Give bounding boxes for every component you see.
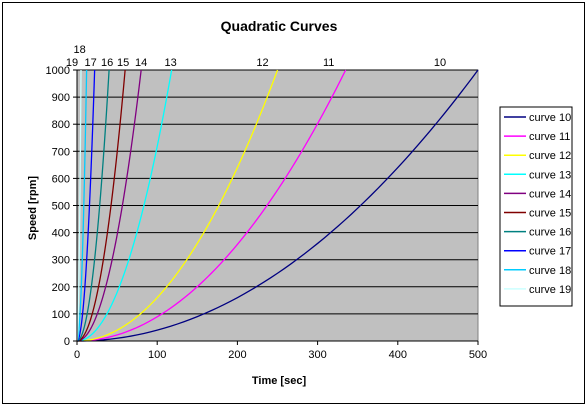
legend-label-13: curve 13 xyxy=(529,169,571,181)
series-line-13 xyxy=(76,69,173,342)
series-line-17 xyxy=(76,69,96,342)
curve-label-18: 18 xyxy=(73,44,85,56)
y-tick-label-400: 400 xyxy=(52,228,70,240)
x-tick-label-500: 500 xyxy=(469,349,487,361)
x-tick-label-400: 400 xyxy=(389,349,407,361)
legend-label-11: curve 11 xyxy=(529,131,570,143)
legend-label-19: curve 19 xyxy=(529,284,571,296)
curve-label-17: 17 xyxy=(85,57,97,69)
legend: curve 10 curve 11 curve 12 curve 13 curve 14… xyxy=(499,106,573,307)
y-tick-label-700: 700 xyxy=(52,146,70,158)
chart-title: Quadratic Curves xyxy=(221,18,338,34)
curve-label-12: 12 xyxy=(256,57,268,69)
y-axis-title: Speed [rpm] xyxy=(27,176,39,241)
y-tick-label-0: 0 xyxy=(64,336,70,348)
y-tick-label-600: 600 xyxy=(52,173,70,185)
legend-label-12: curve 12 xyxy=(529,150,571,162)
x-axis-title: Time [sec] xyxy=(252,375,307,387)
curve-label-10: 10 xyxy=(434,57,446,69)
x-axis-ticks: 0 100 200 300 400 500 xyxy=(74,341,487,361)
y-tick-label-500: 500 xyxy=(52,201,70,213)
series-line-11 xyxy=(76,69,347,342)
curves xyxy=(76,69,479,342)
series-line-15 xyxy=(76,69,126,342)
legend-label-18: curve 18 xyxy=(529,265,571,277)
y-tick-label-200: 200 xyxy=(52,282,70,294)
legend-label-10: curve 10 xyxy=(529,112,571,124)
curve-label-15: 15 xyxy=(117,57,129,69)
series-line-12 xyxy=(76,69,279,342)
curve-label-14: 14 xyxy=(135,57,147,69)
series-line-19 xyxy=(76,69,82,342)
y-tick-label-300: 300 xyxy=(52,255,70,267)
series-line-10 xyxy=(76,69,479,342)
series-line-18 xyxy=(76,69,88,342)
y-axis-ticks: 0 100 200 300 400 500 600 700 800 900 1000 xyxy=(46,65,77,348)
x-tick-label-0: 0 xyxy=(74,349,80,361)
curve-label-16: 16 xyxy=(101,57,113,69)
y-tick-label-900: 900 xyxy=(52,92,70,104)
y-tick-label-1000: 1000 xyxy=(46,65,70,77)
legend-label-15: curve 15 xyxy=(529,208,571,220)
legend-label-17: curve 17 xyxy=(529,246,571,258)
curve-label-19: 19 xyxy=(66,57,78,69)
legend-label-14: curve 14 xyxy=(529,188,571,200)
series-line-16 xyxy=(76,69,110,342)
y-tick-label-800: 800 xyxy=(52,119,70,131)
legend-label-16: curve 16 xyxy=(529,227,571,239)
legend-box xyxy=(499,106,573,307)
x-tick-label-200: 200 xyxy=(228,349,246,361)
curve-label-13: 13 xyxy=(165,57,177,69)
x-tick-label-100: 100 xyxy=(148,349,166,361)
series-line-14 xyxy=(76,69,142,342)
x-tick-label-300: 300 xyxy=(308,349,326,361)
curve-label-11: 11 xyxy=(323,57,334,69)
chart-svg: Quadratic Curves 01002003004005006007008… xyxy=(27,18,573,387)
y-tick-label-100: 100 xyxy=(52,309,70,321)
